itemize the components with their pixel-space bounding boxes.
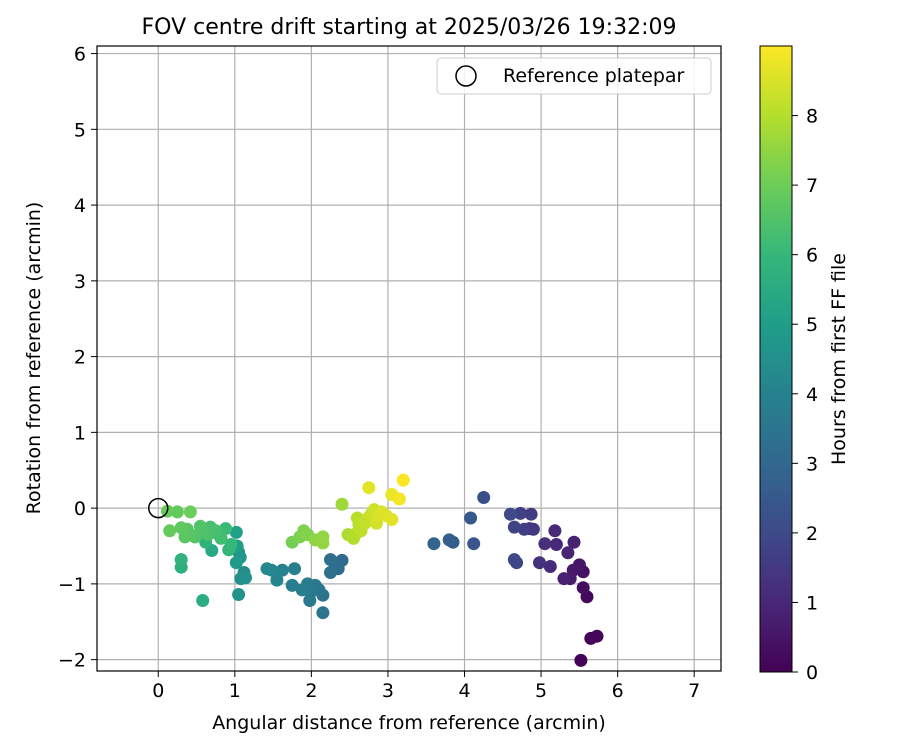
scatter-point [427,537,441,551]
grid [97,46,721,671]
scatter-point [477,491,491,504]
x-tick-label: 7 [688,680,700,702]
colorbar-tick-label: 5 [806,314,818,336]
scatter-point [229,556,243,570]
scatter-point [224,538,238,551]
scatter-point [234,572,248,586]
x-tick-label: 0 [152,680,164,702]
scatter-point [576,581,590,595]
legend-box [436,57,712,95]
scatter-point [590,629,604,643]
x-axis: 0 1 2 3 4 5 6 7 [152,671,700,702]
legend-entry-label: Reference platepar [503,65,685,87]
scatter-point [543,560,557,573]
scatter-point [316,536,330,550]
y-tick-label: 4 [74,195,86,217]
colorbar-tick-label: 4 [806,384,818,406]
legend: Reference platepar [436,57,712,95]
y-tick-label: 5 [74,119,86,141]
scatter-point [517,522,531,536]
scatter-point [557,572,571,586]
y-axis: −2 −1 0 1 2 3 4 5 6 [58,44,97,672]
scatter-point [464,511,478,525]
colorbar-tick-label: 3 [806,453,818,475]
chart-title: FOV centre drift starting at 2025/03/26 … [142,15,677,40]
scatter-point [507,520,521,534]
x-tick-label: 3 [382,680,394,702]
scatter-point [538,537,552,551]
colorbar-label: Hours from first FF file [828,253,850,465]
scatter-point [324,553,337,567]
scatter-point [549,538,563,551]
scatter-point [316,606,330,620]
colorbar-tick-label: 0 [806,662,818,684]
x-tick-label: 5 [535,680,547,702]
x-tick-label: 2 [305,680,317,702]
scatter-point [170,505,184,519]
x-tick-label: 1 [229,680,241,702]
colorbar-gradient [759,45,793,673]
scatter-point [270,573,284,587]
scatter-point [396,473,410,487]
scatter-point [260,562,274,576]
scatter-point [513,506,527,520]
reference-platepar-marker [148,497,169,519]
scatter-point [174,521,188,535]
x-axis-label: Angular distance from reference (arcmin) [212,712,606,734]
scatter-point [442,533,456,547]
scatter-point [275,563,289,577]
scatter-point [335,497,349,511]
reference-marker-layer [148,497,169,519]
legend-reference-marker [455,65,477,87]
scatter-point [503,507,517,521]
scatter-point [229,525,243,539]
scatter-point [385,513,399,526]
colorbar-tick-label: 1 [806,592,818,614]
scatter-point [183,505,197,519]
y-tick-label: −2 [58,650,86,672]
scatter-point [392,492,406,506]
scatter-points [160,473,604,667]
x-tick-label: 4 [458,680,470,702]
y-tick-label: 6 [74,44,86,66]
scatter-point [524,507,538,521]
colorbar-tick-label: 8 [806,106,818,128]
colorbar-tick-label: 2 [806,523,818,545]
y-tick-label: 2 [74,347,86,369]
scatter-point [467,537,481,551]
scatter-point [574,653,588,667]
colorbar-tick-label: 7 [806,175,818,197]
scatter-point [232,588,246,601]
plot-frame [96,45,722,672]
colorbar: 0 1 2 3 4 5 6 7 8 Hours from first FF file [759,45,850,684]
scatter-point [567,535,581,549]
colorbar-ticks: 0 1 2 3 4 5 6 7 8 [792,106,818,684]
scatter-point [288,562,301,576]
scatter-point [174,553,188,567]
scatter-point [507,553,521,567]
scatter-point [196,594,210,607]
scatter-point [324,566,337,579]
y-tick-label: 0 [74,498,86,520]
y-axis-label: Rotation from reference (arcmin) [23,202,45,515]
y-tick-label: −1 [58,574,86,596]
scatter-point [548,524,562,538]
x-tick-label: 6 [612,680,624,702]
scatter-point [533,556,546,570]
scatter-point [285,578,299,592]
scatter-point [193,519,207,533]
scatter-point [163,524,177,538]
y-tick-label: 3 [74,271,86,293]
scatter-point [295,583,309,597]
scatter-point [526,522,540,536]
scatter-point [561,546,575,560]
scatter-point [362,481,376,495]
colorbar-tick-label: 6 [806,245,818,267]
y-tick-label: 1 [74,422,86,444]
